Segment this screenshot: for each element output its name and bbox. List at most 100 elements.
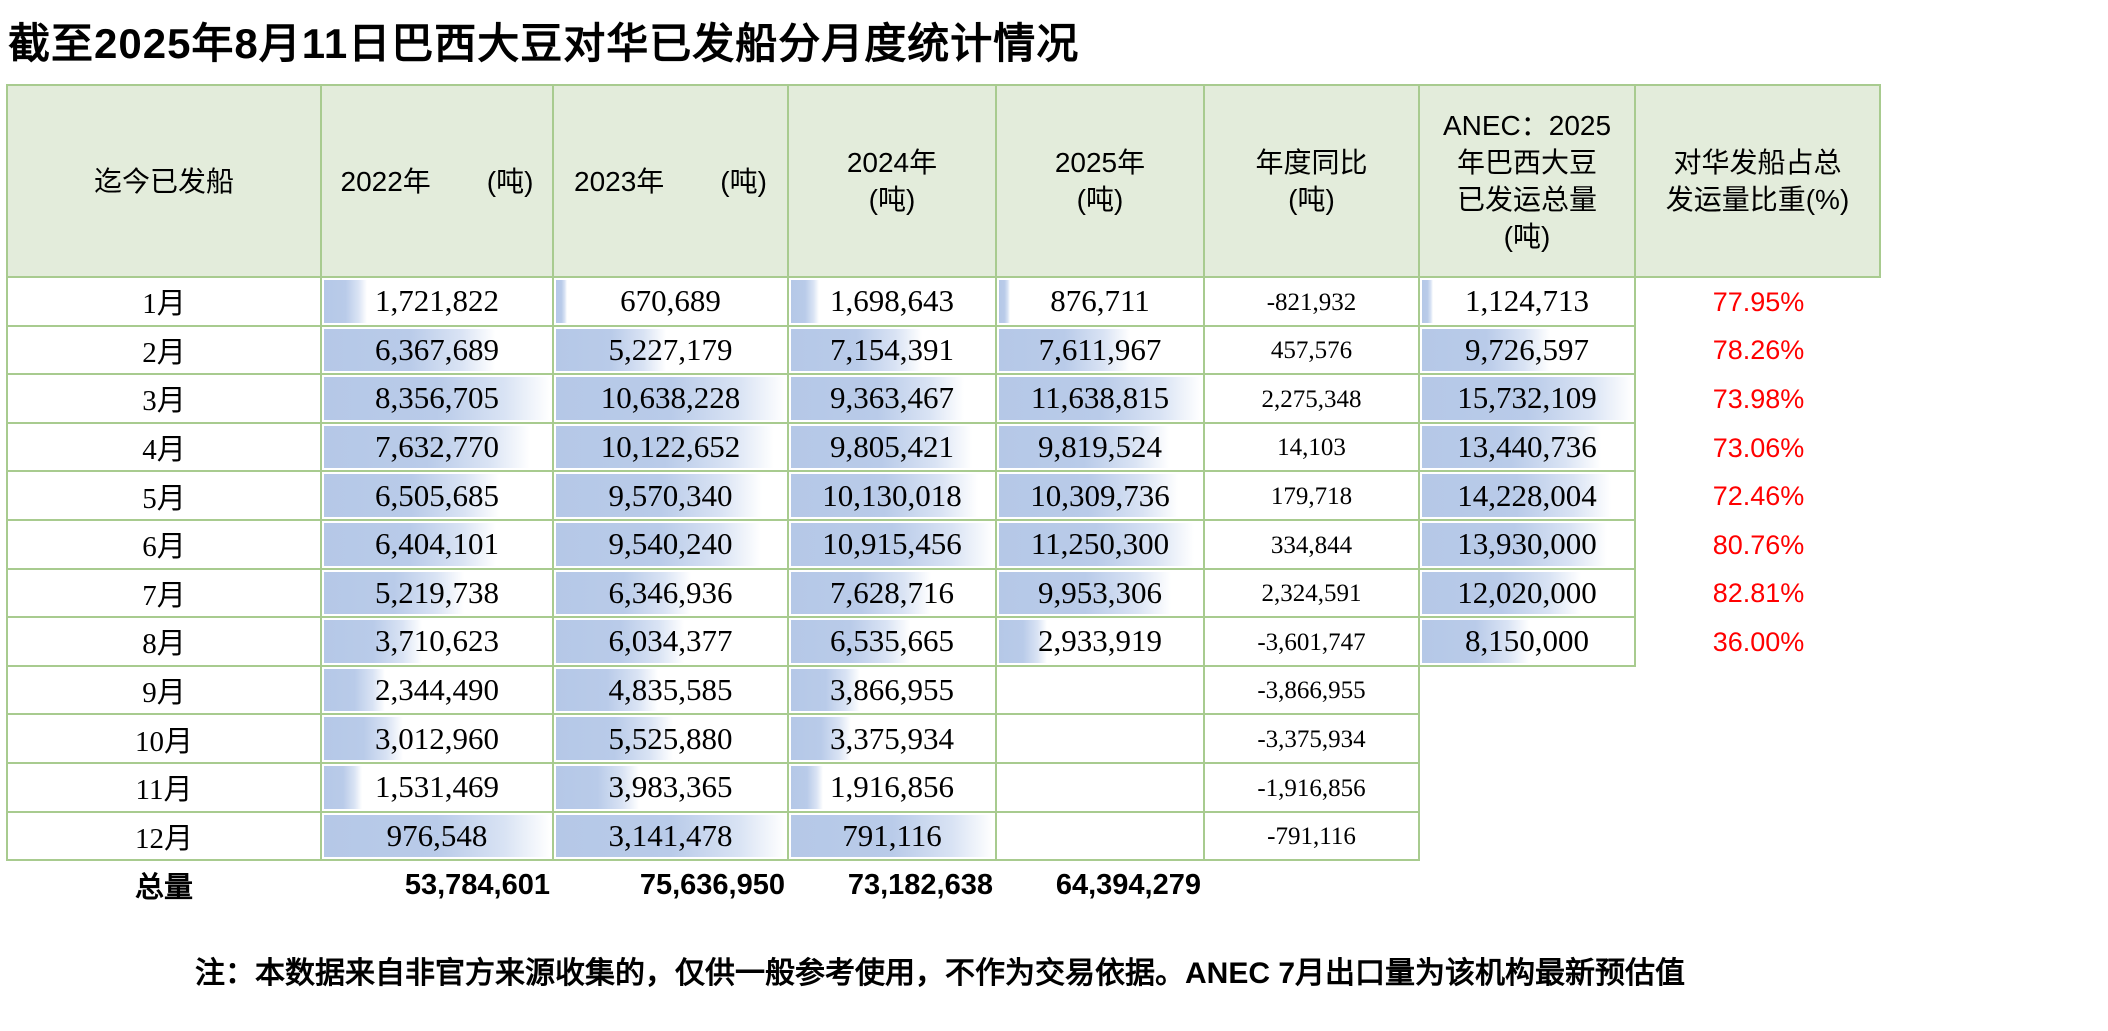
cell-month: 1月 xyxy=(6,278,322,327)
cell-2022: 6,505,685 xyxy=(322,472,554,521)
cell-2024: 3,866,955 xyxy=(789,666,997,716)
cell-value: 3,866,955 xyxy=(830,672,954,708)
cell-value: 9,540,240 xyxy=(608,526,733,562)
cell-2023: 10,638,228 xyxy=(554,375,789,424)
table-row: 11月 1,531,469 3,983,365 1,916,856 -1,916,856 xyxy=(6,763,1881,813)
data-bar xyxy=(324,474,499,517)
cell-2025: 9,953,306 xyxy=(997,569,1205,619)
cell-month: 8月 xyxy=(6,618,322,667)
data-bar xyxy=(556,571,692,615)
data-bar xyxy=(791,717,851,760)
cell-2025: 9,819,524 xyxy=(997,423,1205,473)
table-row: 1月 1,721,822 670,689 1,698,643 876,711 -821,9… xyxy=(6,278,1881,327)
cell-value: 1,916,856 xyxy=(830,769,954,805)
cell-yoy: 179,718 xyxy=(1205,472,1420,521)
cell-2024: 3,375,934 xyxy=(789,715,997,764)
header-cell-yoy: 年度同比 (吨) xyxy=(1205,84,1420,278)
data-bar xyxy=(791,620,911,663)
data-bar xyxy=(556,280,567,323)
cell-2025: 7,611,967 xyxy=(997,326,1205,376)
cell-value: 1,531,469 xyxy=(375,769,499,805)
total-y2025: 64,394,279 xyxy=(1055,868,1201,901)
data-bar xyxy=(556,717,673,760)
data-bar xyxy=(556,668,658,712)
table-header-row: 迄今已发船 2022年 (吨) 2023年 (吨) 2024年 (吨) 2025年 (吨) 年… xyxy=(6,84,1881,278)
cell-2024: 791,116 xyxy=(789,812,997,862)
header-label-line: (吨) xyxy=(868,184,916,215)
cell-yoy: -821,932 xyxy=(1205,278,1420,327)
data-bar xyxy=(999,425,1169,469)
table-row: 6月 6,404,101 9,540,240 10,915,456 11,250,300… xyxy=(6,520,1881,570)
cell-value: 9,363,467 xyxy=(830,380,954,416)
header-label-line: 2024年 xyxy=(846,147,938,178)
cell-value: 10,122,652 xyxy=(600,429,741,465)
cell-share: 82.81% xyxy=(1636,570,1881,619)
header-cell-share: 对华发船占总 发运量比重(%) xyxy=(1636,84,1881,278)
data-bar xyxy=(556,765,640,809)
table-row: 12月 976,548 3,141,478 791,116 -791,116 xyxy=(6,812,1881,862)
data-bar xyxy=(324,814,550,858)
cell-2025: 11,250,300 xyxy=(997,520,1205,570)
cell-share: 80.76% xyxy=(1636,521,1881,570)
data-bar xyxy=(791,571,931,615)
month-label: 4月 xyxy=(142,434,186,467)
cell-2024: 9,805,421 xyxy=(789,423,997,473)
cell-value: 9,570,340 xyxy=(608,477,733,513)
cell-2022: 2,344,490 xyxy=(322,666,554,716)
monthly-shipments-table: 迄今已发船 2022年 (吨) 2023年 (吨) 2024年 (吨) 2025年 (吨) 年… xyxy=(6,84,1881,909)
cell-value: 5,219,738 xyxy=(375,574,499,610)
cell-anec: 14,228,004 xyxy=(1420,472,1636,521)
cell-2023: 5,525,880 xyxy=(554,715,789,764)
cell-value: 5,227,179 xyxy=(608,331,733,367)
data-bar xyxy=(791,425,972,469)
yoy-value: 2,324,591 xyxy=(1261,580,1362,608)
page-title: 截至2025年8月11日巴西大豆对华已发船分月度统计情况 xyxy=(8,20,1080,67)
cell-value: 5,525,880 xyxy=(608,720,733,756)
cell-2022: 3,012,960 xyxy=(322,715,554,764)
data-bar xyxy=(324,377,550,420)
cell-anec: 13,930,000 xyxy=(1420,520,1636,570)
cell-value: 2,933,919 xyxy=(1038,623,1162,659)
cell-share: 78.26% xyxy=(1636,327,1881,376)
cell-value: 9,819,524 xyxy=(1038,429,1162,465)
cell-2023: 6,346,936 xyxy=(554,569,789,619)
cell-value: 7,628,716 xyxy=(830,574,954,610)
cell-2024: 7,154,391 xyxy=(789,326,997,376)
table-row: 5月 6,505,685 9,570,340 10,130,018 10,309,736… xyxy=(6,472,1881,521)
cell-share: 73.98% xyxy=(1636,375,1881,424)
cell-value: 3,012,960 xyxy=(375,720,499,756)
cell-value: 6,505,685 xyxy=(375,477,499,513)
cell-value: 7,154,391 xyxy=(830,331,954,367)
share-value: 73.98% xyxy=(1712,383,1805,414)
data-bar xyxy=(1422,328,1551,372)
cell-value: 10,309,736 xyxy=(1030,477,1170,513)
cell-2024: 9,363,467 xyxy=(789,375,997,424)
cell-2023: 3,141,478 xyxy=(554,812,789,862)
data-bar xyxy=(1422,425,1601,469)
cell-2024: 10,915,456 xyxy=(789,520,997,570)
data-bar xyxy=(1422,522,1608,566)
cell-value: 1,124,713 xyxy=(1465,283,1589,319)
cell-value: 9,953,306 xyxy=(1038,574,1162,610)
cell-2024: 7,628,716 xyxy=(789,569,997,619)
cell-2025: 11,638,815 xyxy=(997,375,1205,424)
header-label-line: 发运量比重(%) xyxy=(1665,184,1850,215)
cell-2024: 1,698,643 xyxy=(789,278,997,327)
share-value: 72.46% xyxy=(1712,481,1805,512)
month-label: 8月 xyxy=(142,628,186,661)
header-label-line: 2025年 xyxy=(1054,147,1146,178)
header-cell-y2023: 2023年 (吨) xyxy=(554,84,789,278)
month-label: 3月 xyxy=(142,385,186,418)
data-bar xyxy=(556,377,785,420)
cell-2022: 8,356,705 xyxy=(322,375,554,424)
cell-value: 8,356,705 xyxy=(375,380,499,416)
cell-value: 6,367,689 xyxy=(375,331,499,367)
cell-2023: 4,835,585 xyxy=(554,666,789,716)
data-bar xyxy=(556,328,667,372)
cell-value: 6,346,936 xyxy=(608,574,733,610)
cell-yoy: 457,576 xyxy=(1205,326,1420,376)
cell-value: 11,250,300 xyxy=(1030,526,1170,562)
cell-2022: 3,710,623 xyxy=(322,618,554,667)
data-bar xyxy=(556,522,761,566)
cell-value: 1,721,822 xyxy=(375,283,499,319)
